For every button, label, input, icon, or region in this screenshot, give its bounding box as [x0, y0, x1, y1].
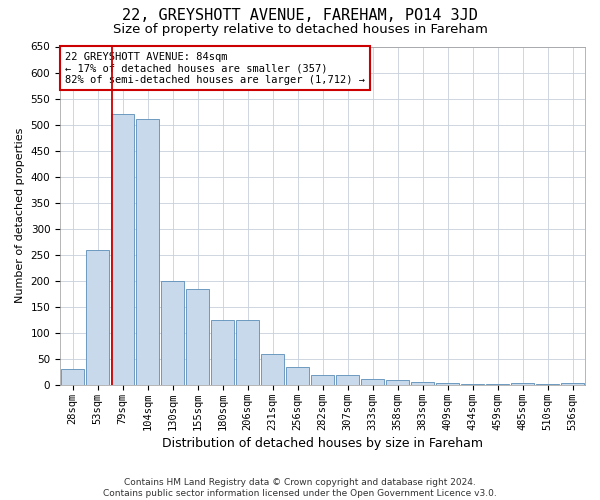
Bar [335, 374, 359, 385]
Text: Contains HM Land Registry data © Crown copyright and database right 2024.
Contai: Contains HM Land Registry data © Crown c… [103, 478, 497, 498]
Bar [386, 380, 409, 385]
Bar [86, 250, 109, 385]
Bar [311, 374, 334, 385]
Bar [110, 114, 134, 385]
Text: 22 GREYSHOTT AVENUE: 84sqm
← 17% of detached houses are smaller (357)
82% of sem: 22 GREYSHOTT AVENUE: 84sqm ← 17% of deta… [65, 52, 365, 85]
Text: 22, GREYSHOTT AVENUE, FAREHAM, PO14 3JD: 22, GREYSHOTT AVENUE, FAREHAM, PO14 3JD [122, 8, 478, 22]
Bar [560, 383, 584, 385]
Bar [185, 288, 209, 385]
Text: Size of property relative to detached houses in Fareham: Size of property relative to detached ho… [113, 22, 487, 36]
Bar [436, 384, 460, 385]
Bar [286, 366, 310, 385]
Bar [461, 384, 484, 385]
Bar [511, 383, 535, 385]
Bar [410, 382, 434, 385]
Bar [536, 384, 559, 385]
Bar [485, 384, 509, 385]
Bar [61, 370, 85, 385]
Bar [236, 320, 259, 385]
Y-axis label: Number of detached properties: Number of detached properties [15, 128, 25, 304]
Bar [136, 120, 160, 385]
Bar [361, 378, 385, 385]
Bar [161, 281, 184, 385]
X-axis label: Distribution of detached houses by size in Fareham: Distribution of detached houses by size … [162, 437, 483, 450]
Bar [211, 320, 235, 385]
Bar [260, 354, 284, 385]
